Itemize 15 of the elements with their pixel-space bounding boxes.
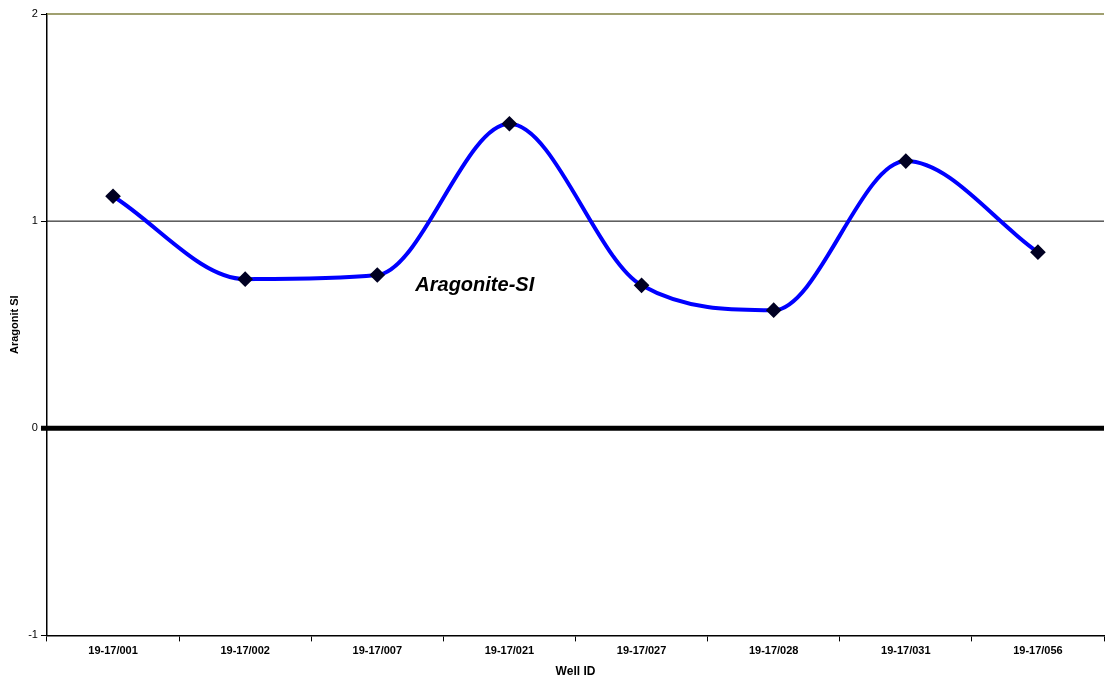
series-label: Aragonite-SI xyxy=(414,272,535,295)
x-tick-label: 19-17/002 xyxy=(220,644,270,657)
x-tick-label: 19-17/028 xyxy=(748,644,799,657)
y-tick-label: 0 xyxy=(31,421,38,434)
x-tick-label: 19-17/001 xyxy=(88,644,138,657)
y-tick-label: 1 xyxy=(31,214,38,227)
x-tick-label: 19-17/056 xyxy=(1013,644,1063,657)
y-tick-label: -1 xyxy=(28,628,38,641)
x-tick-label: 19-17/021 xyxy=(484,644,535,657)
y-tick-label: 2 xyxy=(31,7,38,20)
x-axis-title: Well ID xyxy=(555,664,596,679)
x-tick-label: 19-17/007 xyxy=(352,644,403,657)
y-axis-title: Aragonit SI xyxy=(7,295,20,355)
x-tick-label: 19-17/031 xyxy=(881,644,931,657)
x-tick-label: 19-17/027 xyxy=(616,644,667,657)
